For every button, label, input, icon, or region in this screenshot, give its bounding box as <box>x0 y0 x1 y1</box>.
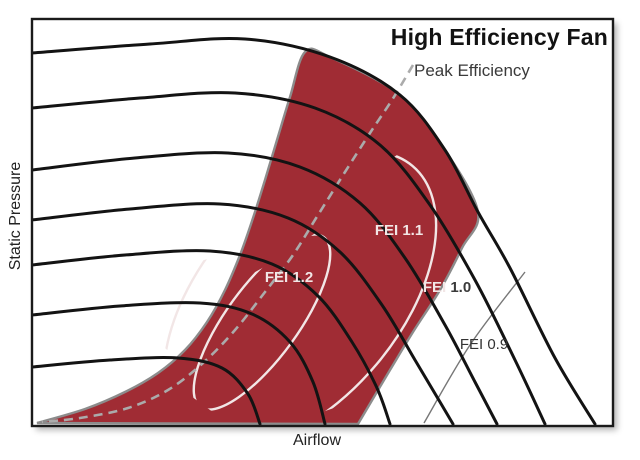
chart-title: High Efficiency Fan <box>390 24 608 50</box>
fei-label-1-0: FEI 1.0 <box>423 279 471 296</box>
peak-efficiency-label: Peak Efficiency <box>414 61 530 80</box>
peak-efficiency-line <box>41 64 415 424</box>
fan-curve-4 <box>32 202 455 426</box>
plot-border <box>30 17 615 428</box>
x-axis-label: Airflow <box>292 432 341 449</box>
fei-boundary-line-0-9 <box>423 271 526 424</box>
fan-curve-6 <box>32 301 327 426</box>
fan-curve-7 <box>32 356 262 426</box>
fan-curve-5 <box>32 249 392 426</box>
efficiency-region <box>36 47 480 426</box>
fan-curve-2 <box>32 91 547 426</box>
fan-curve-1 <box>32 36 597 426</box>
fei-label-1-1: FEI 1.1 <box>375 222 423 239</box>
fei-label-1-2: FEI 1.2 <box>265 269 313 286</box>
fei-label-0-9: FEI 0.9 <box>460 336 508 353</box>
y-axis-label: Static Pressure <box>7 161 24 271</box>
fan-curve-3 <box>32 151 499 426</box>
